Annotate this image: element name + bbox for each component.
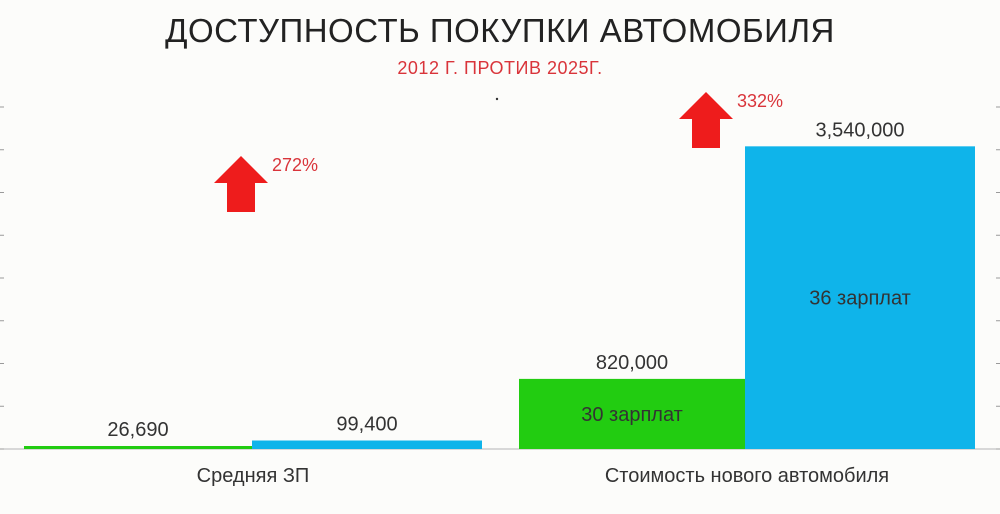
bar-inner-label: 30 зарплат: [581, 404, 683, 426]
bar-2025-1: [745, 146, 975, 449]
bar-value-label: 820,000: [596, 352, 668, 374]
bar-2012-0: [24, 446, 252, 449]
bar-value-label: 99,400: [336, 414, 397, 436]
category-label: Стоимость нового автомобиля: [605, 465, 889, 487]
up-arrow-icon: [214, 156, 268, 212]
growth-label: 272%: [272, 155, 318, 175]
bar-2012-1: [519, 378, 745, 449]
growth-label: 332%: [737, 91, 783, 111]
bar-inner-label: 36 зарплат: [809, 288, 911, 310]
bar-2025-0: [252, 440, 482, 449]
chart-subtitle: 2012 Г. ПРОТИВ 2025Г.: [397, 58, 603, 78]
bar-value-label: 26,690: [107, 419, 168, 441]
category-label: Средняя ЗП: [197, 465, 310, 487]
bar-value-label: 3,540,000: [816, 119, 905, 141]
stray-dot: [495, 97, 499, 101]
chart-title: ДОСТУПНОСТЬ ПОКУПКИ АВТОМОБИЛЯ: [165, 12, 835, 49]
up-arrow-icon: [679, 92, 733, 148]
